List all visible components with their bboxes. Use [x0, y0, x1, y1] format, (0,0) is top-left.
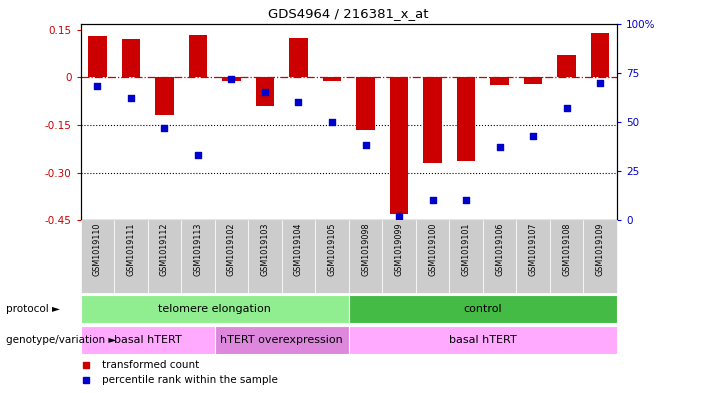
Text: percentile rank within the sample: percentile rank within the sample: [102, 375, 278, 385]
Text: GSM1019100: GSM1019100: [428, 222, 437, 275]
Bar: [114, 220, 148, 293]
Bar: [349, 326, 617, 354]
Bar: [557, 55, 576, 77]
Bar: [81, 220, 114, 293]
Point: [259, 89, 271, 95]
Bar: [349, 295, 617, 323]
Bar: [148, 220, 181, 293]
Point: [125, 95, 137, 101]
Text: basal hTERT: basal hTERT: [449, 335, 517, 345]
Bar: [550, 220, 583, 293]
Point: [461, 197, 472, 204]
Bar: [356, 77, 375, 130]
Bar: [155, 77, 174, 116]
Point: [327, 119, 338, 125]
Bar: [591, 33, 609, 77]
Bar: [382, 220, 416, 293]
Text: control: control: [463, 304, 502, 314]
Bar: [517, 220, 550, 293]
Text: GSM1019102: GSM1019102: [227, 222, 236, 276]
Text: GSM1019101: GSM1019101: [461, 222, 470, 275]
Bar: [416, 220, 449, 293]
Text: GSM1019103: GSM1019103: [261, 222, 269, 275]
Text: GSM1019107: GSM1019107: [529, 222, 538, 276]
Point: [561, 105, 572, 111]
Bar: [215, 326, 349, 354]
Bar: [290, 38, 308, 77]
Text: GSM1019110: GSM1019110: [93, 222, 102, 275]
Text: basal hTERT: basal hTERT: [114, 335, 182, 345]
Text: GSM1019109: GSM1019109: [596, 222, 605, 276]
Bar: [349, 220, 382, 293]
Point: [226, 75, 237, 82]
Bar: [491, 77, 509, 85]
Title: GDS4964 / 216381_x_at: GDS4964 / 216381_x_at: [268, 7, 429, 20]
Text: telomere elongation: telomere elongation: [158, 304, 271, 314]
Text: hTERT overexpression: hTERT overexpression: [220, 335, 343, 345]
Text: GSM1019112: GSM1019112: [160, 222, 169, 276]
Bar: [215, 220, 248, 293]
Bar: [583, 220, 617, 293]
Point: [494, 144, 505, 151]
Text: GSM1019098: GSM1019098: [361, 222, 370, 276]
Point: [92, 83, 103, 90]
Point: [594, 79, 606, 86]
Text: GSM1019105: GSM1019105: [327, 222, 336, 276]
Bar: [81, 295, 349, 323]
Bar: [189, 35, 207, 77]
Bar: [222, 77, 240, 81]
Bar: [524, 77, 543, 84]
Text: GSM1019108: GSM1019108: [562, 222, 571, 275]
Bar: [282, 220, 315, 293]
Bar: [81, 326, 215, 354]
Text: GSM1019113: GSM1019113: [193, 222, 203, 275]
Bar: [181, 220, 215, 293]
Bar: [423, 77, 442, 163]
Bar: [88, 36, 107, 77]
Text: GSM1019111: GSM1019111: [126, 222, 135, 275]
Point: [159, 125, 170, 131]
Point: [527, 132, 538, 139]
Point: [360, 142, 371, 149]
Text: protocol ►: protocol ►: [6, 304, 60, 314]
Text: genotype/variation ►: genotype/variation ►: [6, 335, 116, 345]
Text: GSM1019106: GSM1019106: [495, 222, 504, 275]
Point: [293, 99, 304, 105]
Bar: [322, 77, 341, 81]
Text: GSM1019099: GSM1019099: [395, 222, 404, 276]
Bar: [457, 77, 475, 162]
Text: GSM1019104: GSM1019104: [294, 222, 303, 275]
Bar: [483, 220, 517, 293]
Text: transformed count: transformed count: [102, 360, 199, 370]
Bar: [390, 77, 408, 214]
Bar: [449, 220, 483, 293]
Bar: [122, 39, 140, 77]
Point: [427, 197, 438, 204]
Bar: [248, 220, 282, 293]
Bar: [256, 77, 274, 106]
Bar: [315, 220, 349, 293]
Point: [393, 213, 404, 219]
Point: [192, 152, 203, 158]
